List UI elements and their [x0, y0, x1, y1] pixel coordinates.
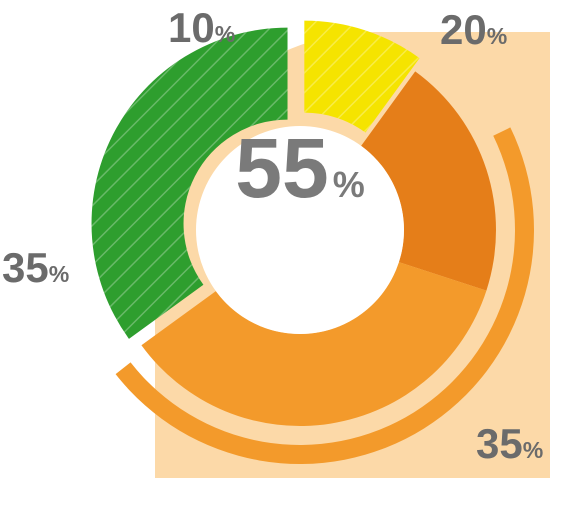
label-20-unit: % [487, 23, 508, 49]
label-10-value: 10 [168, 4, 215, 51]
label-35r: 35% [476, 420, 543, 468]
label-10-unit: % [215, 21, 236, 47]
label-20: 20% [440, 6, 507, 54]
label-20-value: 20 [440, 6, 487, 53]
label-10: 10% [168, 4, 235, 52]
label-35l-unit: % [49, 261, 70, 287]
label-35r-unit: % [523, 437, 544, 463]
label-35r-value: 35 [476, 420, 523, 467]
label-35l: 35% [2, 244, 69, 292]
center-value: 55 [235, 126, 328, 210]
chart-stage: { "canvas": { "w": 564, "h": 510 }, "bac… [0, 0, 564, 510]
center-unit: % [333, 164, 365, 206]
center-label: 55 % [196, 126, 404, 334]
label-35l-value: 35 [2, 244, 49, 291]
